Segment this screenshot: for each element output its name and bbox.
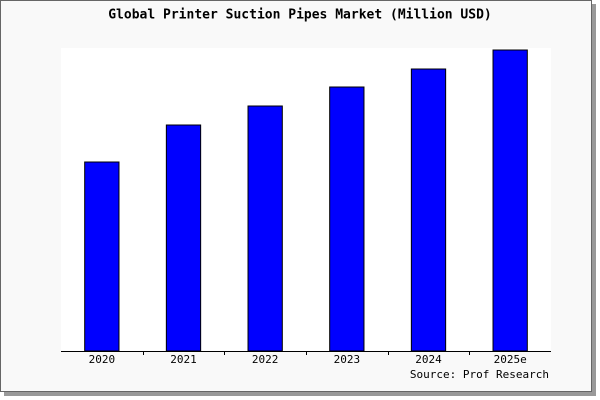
x-tick-label: 2021 [170, 353, 197, 366]
bar [247, 105, 283, 352]
x-tick-label: 2025e [494, 353, 527, 366]
source-note: Source: Prof Research [410, 368, 549, 381]
bar [84, 161, 120, 352]
x-tick-label: 2022 [252, 353, 279, 366]
x-tick-label: 2023 [334, 353, 361, 366]
bar [410, 68, 447, 352]
x-tick-label: 2024 [415, 353, 442, 366]
plot-area [61, 48, 551, 351]
chart-title: Global Printer Suction Pipes Market (Mil… [108, 8, 492, 23]
bar [492, 49, 528, 352]
bar [165, 124, 202, 352]
bar [329, 86, 365, 352]
x-tick-label: 2020 [89, 353, 116, 366]
